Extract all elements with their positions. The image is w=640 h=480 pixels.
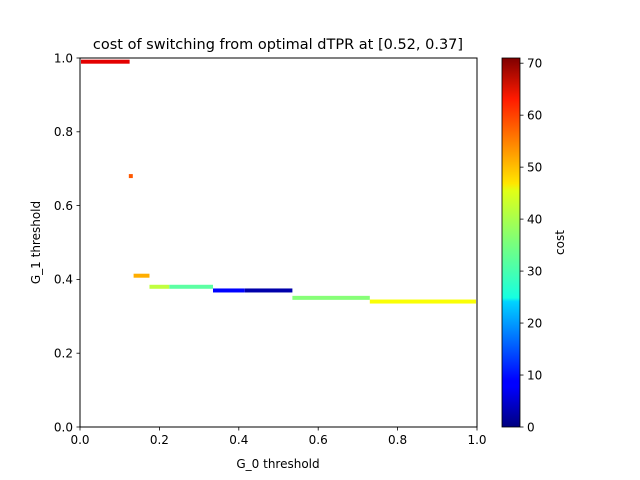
chart-title: cost of switching from optimal dTPR at […: [93, 37, 463, 53]
x-tick-label: 0.4: [229, 433, 248, 447]
data-segment: [169, 284, 213, 289]
colorbar-tick-label: 40: [527, 212, 542, 226]
y-tick-label: 0.6: [54, 199, 73, 213]
data-segment: [81, 59, 130, 64]
colorbar-tick-label: 70: [527, 56, 542, 70]
x-tick-label: 1.0: [467, 433, 486, 447]
colorbar: [501, 57, 521, 428]
colorbar-tick-label: 30: [527, 264, 542, 278]
y-axis-label: G_1 threshold: [29, 201, 43, 284]
colorbar-tick-label: 20: [527, 316, 542, 330]
y-tick-label: 1.0: [54, 51, 73, 65]
data-segment: [244, 288, 293, 293]
y-tick-label: 0.2: [54, 347, 73, 361]
colorbar-label: cost: [553, 230, 567, 255]
data-segment: [149, 284, 170, 289]
colorbar-tick-label: 50: [527, 160, 542, 174]
data-segment: [212, 288, 245, 293]
data-segment: [128, 174, 133, 179]
x-tick-label: 0.8: [388, 433, 407, 447]
x-tick-label: 0.2: [150, 433, 169, 447]
x-tick-label: 0.6: [309, 433, 328, 447]
data-segment: [292, 295, 370, 300]
x-axis-label: G_0 threshold: [236, 457, 319, 471]
colorbar-tick-label: 60: [527, 108, 542, 122]
y-tick-label: 0.4: [54, 273, 73, 287]
data-segment: [133, 273, 150, 278]
colorbar-tick-label: 10: [527, 368, 542, 382]
plot-area: [81, 59, 476, 304]
y-tick-label: 0.0: [54, 420, 73, 434]
colorbar-tick-label: 0: [527, 420, 535, 434]
x-tick-label: 0.0: [70, 433, 89, 447]
data-segment: [369, 299, 476, 304]
plot-frame: [79, 57, 478, 428]
y-tick-label: 0.8: [54, 125, 73, 139]
